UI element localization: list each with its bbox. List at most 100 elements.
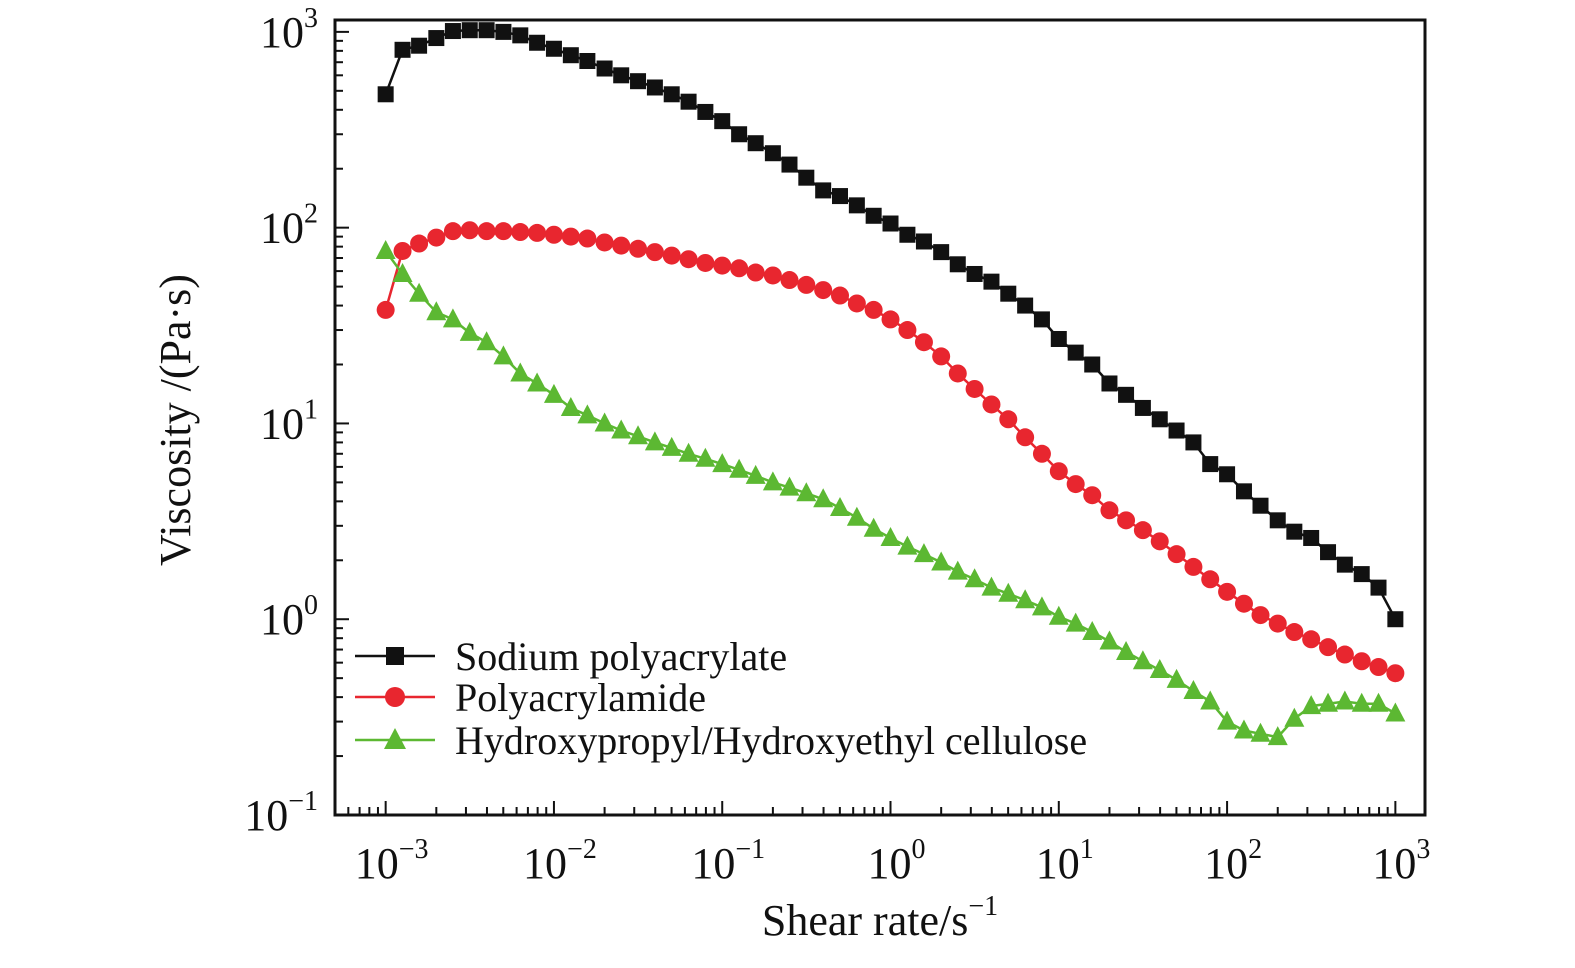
data-point xyxy=(1183,679,1204,699)
x-tick-label: 10−2 xyxy=(523,834,597,888)
data-point xyxy=(1284,707,1305,727)
y-tick-label: 100 xyxy=(260,590,318,644)
data-point xyxy=(1353,566,1370,583)
data-point xyxy=(1200,690,1221,710)
x-tick-labels: 10−3 10−2 10−1 100 101 102 103 xyxy=(355,834,1431,888)
data-point xyxy=(612,236,631,255)
data-point xyxy=(1150,532,1169,551)
data-point xyxy=(461,22,478,39)
data-point xyxy=(1387,611,1404,628)
data-point xyxy=(949,256,966,273)
data-point xyxy=(577,404,598,424)
data-point xyxy=(932,347,951,366)
data-point xyxy=(443,222,462,241)
data-point xyxy=(1303,529,1320,546)
data-point xyxy=(1319,638,1338,657)
data-point xyxy=(697,103,714,120)
data-point xyxy=(982,395,1001,414)
data-point xyxy=(745,464,766,484)
data-point xyxy=(1250,722,1271,742)
data-point xyxy=(1334,690,1355,710)
data-point xyxy=(1066,475,1085,494)
data-point xyxy=(495,23,512,40)
x-axis-title-sup: −1 xyxy=(968,891,998,922)
data-point xyxy=(410,234,429,253)
data-point xyxy=(394,41,411,58)
data-point xyxy=(1233,719,1254,739)
data-point xyxy=(1217,710,1238,730)
data-point xyxy=(831,188,848,205)
data-point xyxy=(865,207,882,224)
data-point xyxy=(781,156,798,173)
y-tick-label: 101 xyxy=(260,394,318,448)
data-point xyxy=(444,23,461,40)
data-point xyxy=(510,362,531,382)
data-point xyxy=(561,227,580,246)
data-point xyxy=(1218,582,1237,601)
data-point xyxy=(596,60,613,77)
data-point xyxy=(1385,702,1406,722)
data-point xyxy=(1285,623,1304,642)
data-point xyxy=(477,222,496,241)
data-point xyxy=(478,22,495,39)
data-point xyxy=(594,412,615,432)
data-point xyxy=(679,250,698,269)
data-point xyxy=(529,34,546,51)
data-point xyxy=(426,301,447,321)
data-point xyxy=(1370,579,1387,596)
data-point xyxy=(411,37,428,54)
data-point xyxy=(493,345,514,365)
series-circle xyxy=(376,221,1405,683)
data-point xyxy=(998,582,1019,602)
data-point xyxy=(1117,511,1136,530)
data-point xyxy=(981,576,1002,596)
data-point xyxy=(762,471,783,491)
legend-item-sodium-polyacrylate: Sodium polyacrylate xyxy=(355,634,787,679)
data-point xyxy=(1318,692,1339,712)
data-point xyxy=(1167,545,1186,564)
data-point xyxy=(545,40,562,57)
data-point xyxy=(1050,330,1067,347)
data-point xyxy=(512,27,529,44)
data-point xyxy=(1269,512,1286,529)
data-point xyxy=(1017,297,1034,314)
data-point xyxy=(409,282,430,302)
data-point xyxy=(1251,606,1270,625)
data-point xyxy=(764,145,781,162)
data-point xyxy=(882,215,899,232)
data-point xyxy=(428,30,445,47)
data-point xyxy=(815,182,832,199)
data-point xyxy=(543,383,564,403)
data-point xyxy=(1151,411,1168,428)
data-point xyxy=(747,135,764,152)
plot-area-frame xyxy=(333,18,1427,817)
data-point xyxy=(1082,621,1103,641)
data-point xyxy=(661,436,682,456)
data-point xyxy=(847,294,866,313)
x-tick-label: 102 xyxy=(1204,834,1262,888)
data-point xyxy=(459,321,480,341)
x-minor-ticks xyxy=(334,801,1397,815)
legend-label-polyacrylamide: Polyacrylamide xyxy=(455,675,706,720)
data-point xyxy=(611,419,632,439)
data-point xyxy=(1033,311,1050,328)
data-point xyxy=(628,425,649,445)
data-point xyxy=(644,431,665,451)
data-point xyxy=(1149,659,1170,679)
data-point xyxy=(476,331,497,351)
data-point xyxy=(863,517,884,537)
data-point xyxy=(712,453,733,473)
data-point xyxy=(965,379,984,398)
data-point xyxy=(1202,456,1219,473)
legend: Sodium polyacrylate Polyacrylamide Hydro… xyxy=(355,634,1087,763)
legend-label-hpc-hec: Hydroxypropyl/Hydroxyethyl cellulose xyxy=(455,718,1087,763)
x-tick-label: 103 xyxy=(1372,834,1430,888)
data-point xyxy=(1015,589,1036,609)
data-point xyxy=(1302,630,1321,649)
data-point xyxy=(377,86,394,103)
data-point xyxy=(1235,483,1252,500)
y-axis-title: Viscosity /(Pa·s) xyxy=(151,274,200,566)
data-point xyxy=(1268,614,1287,633)
x-axis-title-main: Shear rate/s xyxy=(762,896,968,945)
